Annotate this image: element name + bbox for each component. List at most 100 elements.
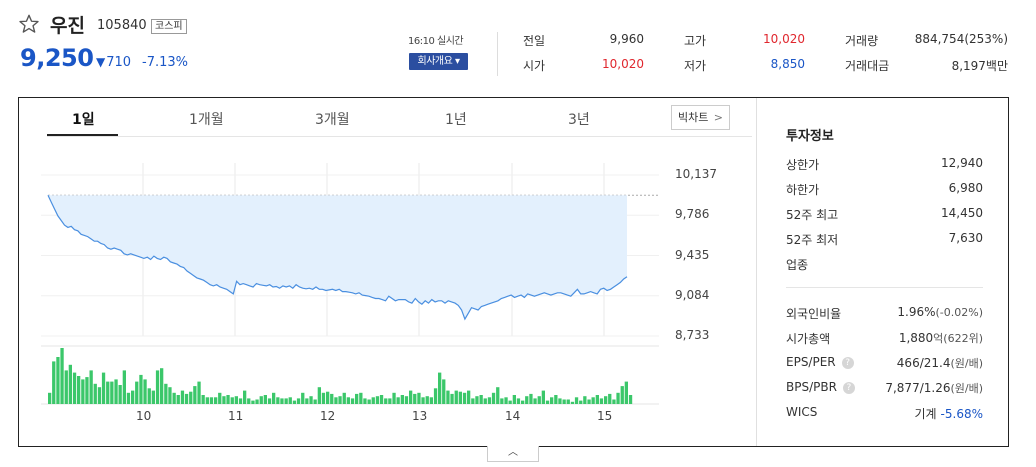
volume-bar xyxy=(612,399,616,404)
x-tick-label: 10 xyxy=(136,409,152,423)
volume-bar xyxy=(545,400,550,404)
quote-value: 10,020 xyxy=(602,57,644,71)
collapse-button[interactable]: ︿ xyxy=(487,446,539,462)
volume-bar xyxy=(68,364,72,404)
volume-bar xyxy=(375,396,380,404)
invest-value: 1.96%(-0.02%) xyxy=(897,305,983,319)
volume-bar xyxy=(176,395,180,404)
quote-value: 8,197백만 xyxy=(951,59,1008,73)
volume-bar xyxy=(471,398,475,404)
volume-bar xyxy=(197,381,201,404)
invest-label: 52주 최저 xyxy=(786,233,839,247)
volume-bar xyxy=(52,361,56,404)
volume-bar xyxy=(350,398,355,404)
volume-bar xyxy=(214,397,218,404)
volume-bar xyxy=(238,398,243,404)
invest-value-main: 1,880 xyxy=(898,331,934,345)
invest-value-extra: (-0.02%) xyxy=(935,306,984,319)
favorite-star-icon[interactable] xyxy=(18,13,40,35)
quote-label: 고가 xyxy=(684,34,707,48)
tab-period[interactable]: 3개월 xyxy=(315,112,350,128)
quote-label: 저가 xyxy=(684,59,707,73)
invest-label: EPS/PER? xyxy=(786,355,854,369)
invest-label: 하한가 xyxy=(786,183,820,197)
quote-label: 거래대금 xyxy=(845,59,890,73)
volume-bar xyxy=(301,392,305,404)
volume-bar xyxy=(574,397,579,404)
volume-bar xyxy=(131,390,135,404)
volume-bar xyxy=(106,381,110,404)
invest-label: 상한가 xyxy=(786,158,820,172)
volume-bar xyxy=(284,398,288,404)
volume-bar xyxy=(475,396,479,404)
volume-bar xyxy=(292,400,297,404)
price-line xyxy=(47,195,628,321)
tab-period[interactable]: 1일 xyxy=(72,112,95,128)
volume-bar xyxy=(392,392,396,404)
volume-bar xyxy=(421,397,425,404)
invest-value-extra: -5.68% xyxy=(940,407,983,421)
volume-bar xyxy=(525,396,529,404)
help-icon[interactable]: ? xyxy=(841,357,854,369)
volume-bar xyxy=(77,376,81,404)
volume-bar xyxy=(541,390,545,404)
volume-bar xyxy=(367,399,371,404)
invest-label: 시가총액 xyxy=(786,332,831,346)
invest-title: 투자정보 xyxy=(786,129,834,144)
volume-bar xyxy=(616,392,620,404)
tab-period[interactable]: 1개월 xyxy=(189,112,224,128)
big-chart-button[interactable]: 빅차트 > xyxy=(671,105,730,130)
quote-label: 시가 xyxy=(523,59,546,73)
invest-value-main: 1.96% xyxy=(897,305,936,319)
help-icon[interactable]: ? xyxy=(842,382,855,394)
current-price: 9,250 xyxy=(20,44,94,72)
volume-bar xyxy=(595,395,599,404)
invest-value-main: 466/21.4 xyxy=(896,356,951,370)
volume-bar xyxy=(151,390,155,404)
volume-bar xyxy=(570,401,575,404)
tabs-divider xyxy=(47,136,752,137)
volume-bar xyxy=(321,392,326,404)
volume-bar xyxy=(562,399,566,404)
volume-bar xyxy=(400,395,404,404)
volume-bar xyxy=(330,393,334,404)
volume-bar xyxy=(81,379,85,404)
volume-bar xyxy=(355,393,359,404)
down-arrow-icon: ▼ xyxy=(96,55,106,69)
volume-bar xyxy=(628,395,633,404)
volume-bar xyxy=(454,390,458,404)
invest-label: 외국인비율 xyxy=(786,307,842,321)
tab-period[interactable]: 3년 xyxy=(568,112,590,128)
volume-bar xyxy=(512,395,516,404)
tab-period[interactable]: 1년 xyxy=(445,112,467,128)
quote-label: 거래량 xyxy=(845,34,879,48)
volume-bar xyxy=(359,392,363,404)
invest-value: 466/21.4(원/배) xyxy=(897,355,983,371)
volume-bar xyxy=(230,397,234,404)
invest-value: 7,877/1.26(원/배) xyxy=(885,380,983,396)
volume-bar xyxy=(201,395,205,404)
x-tick-label: 15 xyxy=(597,409,613,423)
volume-bar xyxy=(446,390,450,404)
volume-bar xyxy=(442,379,446,404)
volume-bar xyxy=(209,397,214,404)
quote-label: 전일 xyxy=(523,34,546,48)
invest-separator xyxy=(786,287,983,288)
volume-bar xyxy=(101,372,106,404)
x-tick-label: 11 xyxy=(228,409,244,423)
price-change-percent: -7.13% xyxy=(142,55,188,70)
invest-value: 12,940 xyxy=(941,156,983,170)
volume-bar xyxy=(491,392,496,404)
invest-value-extra: (원/배) xyxy=(950,382,983,395)
volume-bar xyxy=(458,391,462,404)
volume-bar xyxy=(251,400,255,404)
volume-bar xyxy=(184,393,189,404)
price-chart xyxy=(41,163,659,405)
quote-value: 9,960 xyxy=(609,32,644,46)
stock-code: 105840 xyxy=(97,18,147,33)
volume-bar xyxy=(508,400,512,404)
volume-bar xyxy=(114,379,118,404)
company-overview-button[interactable]: 회사개요 ▾ xyxy=(409,53,468,70)
chart-panel: 1일 1개월 3개월 1년 3년 빅차트 > 10,137 9,786 9,435 9,084 8… xyxy=(18,97,1009,447)
y-tick-label: 10,137 xyxy=(675,167,717,181)
